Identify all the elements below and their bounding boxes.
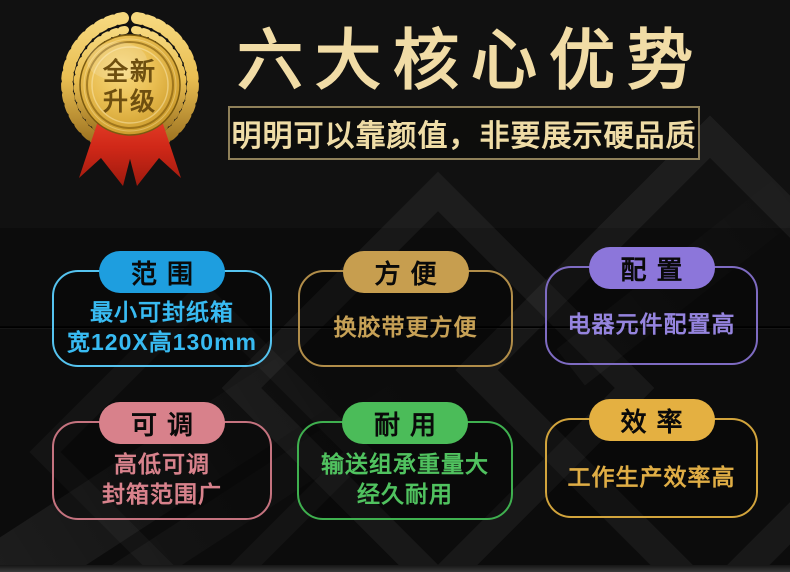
card-line: 封箱范围广: [102, 481, 222, 507]
card-body: 输送组承重量大 经久耐用: [303, 444, 507, 514]
medal-text-line2: 升级: [103, 87, 157, 116]
medal-disc: 全新 升级: [79, 34, 181, 136]
card-body: 工作生产效率高: [551, 441, 752, 512]
advantage-card-range: 范围 最小可封纸箱 宽120X高130mm: [52, 251, 272, 367]
card-category-pill: 可调: [99, 402, 225, 444]
card-body: 高低可调 封箱范围广: [58, 444, 266, 514]
card-line: 换胶带更方便: [333, 314, 478, 340]
background-bottom-strip: [0, 565, 790, 572]
card-body: 电器元件配置高: [551, 289, 752, 359]
page-title: 六大核心优势: [237, 23, 705, 97]
advantage-card-adjustability: 可调 高低可调 封箱范围广: [52, 402, 272, 520]
advantage-card-durability: 耐用 输送组承重量大 经久耐用: [297, 402, 513, 520]
medal-text-line1: 全新: [102, 57, 157, 86]
card-line: 最小可封纸箱: [90, 299, 234, 325]
card-body: 最小可封纸箱 宽120X高130mm: [58, 293, 266, 361]
card-body: 换胶带更方便: [304, 293, 507, 361]
advantage-card-efficiency: 效率 工作生产效率高: [545, 399, 758, 518]
advantage-card-configuration: 配置 电器元件配置高: [545, 247, 758, 365]
card-category-pill: 范围: [99, 251, 225, 293]
card-line: 电器元件配置高: [567, 311, 736, 337]
card-category-pill: 效率: [588, 399, 715, 441]
card-line: 输送组承重量大: [321, 451, 489, 477]
card-category-pill: 方便: [342, 251, 469, 293]
card-line: 经久耐用: [357, 481, 453, 507]
card-line: 工作生产效率高: [567, 463, 736, 490]
card-line: 高低可调: [114, 451, 210, 477]
card-line: 宽120X高130mm: [67, 329, 257, 355]
upgrade-medal-badge: 全新 升级: [61, 12, 199, 186]
page-subtitle: 明明可以靠颜值，非要展示硬品质: [228, 106, 700, 160]
card-category-pill: 配置: [588, 247, 715, 289]
card-category-pill: 耐用: [342, 402, 468, 444]
background-seam-line: [0, 327, 790, 328]
advantage-card-convenience: 方便 换胶带更方便: [298, 251, 513, 367]
